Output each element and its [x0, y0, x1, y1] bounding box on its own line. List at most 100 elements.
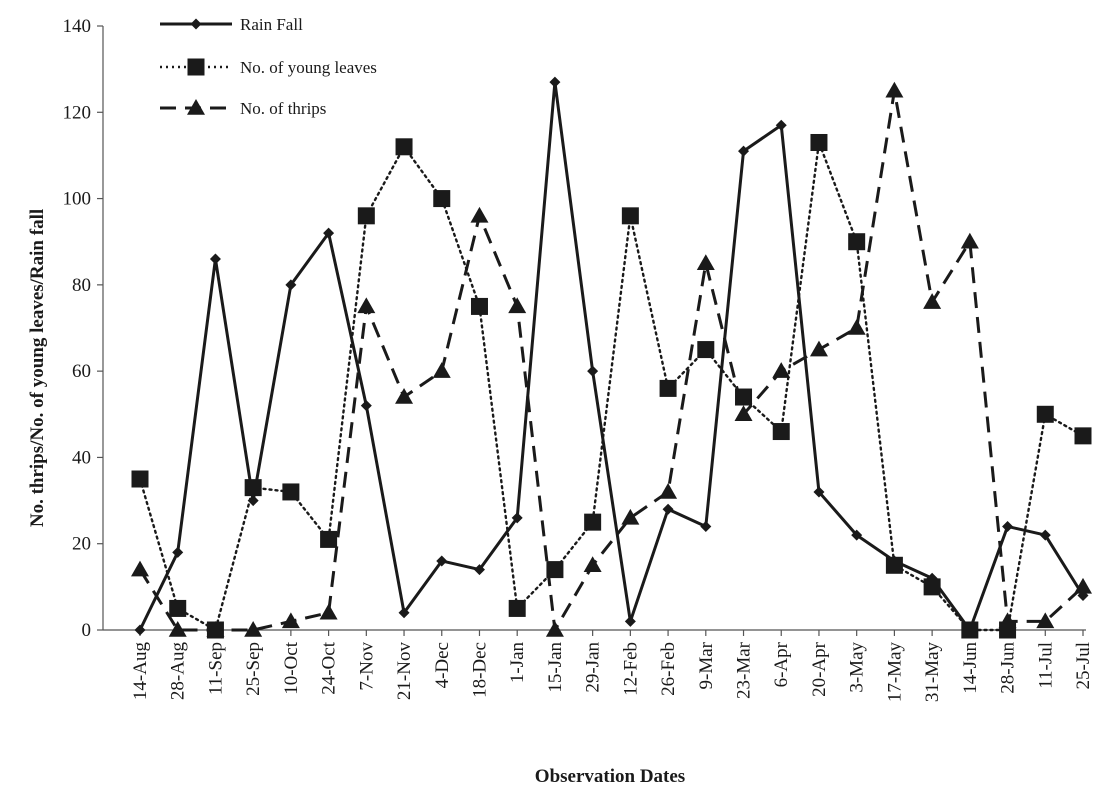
thrips-point	[1074, 577, 1092, 594]
thrips-point	[809, 340, 828, 357]
rain-fall-point	[473, 564, 485, 576]
y-axis-title: No. thrips/No. of young leaves/Rain fall	[27, 209, 48, 527]
x-tick-label: 9-Mar	[696, 641, 717, 689]
rain-fall-point	[436, 555, 448, 567]
thrips-point	[583, 556, 602, 573]
thrips-point	[432, 362, 451, 378]
x-tick-label: 26-Feb	[658, 642, 679, 696]
thrips-point	[1036, 612, 1055, 629]
x-axis-title: Observation Dates	[535, 766, 685, 787]
x-tick-label: 31-May	[922, 642, 943, 703]
series-rain-fall	[134, 76, 1089, 636]
x-tick-label: 17-May	[884, 642, 905, 703]
thrips-point	[281, 612, 300, 629]
rain-fall-point	[700, 520, 712, 532]
x-tick-label: 12-Feb	[620, 642, 641, 696]
thrips-point	[395, 388, 414, 404]
rain-fall-point	[624, 615, 636, 627]
young-leaves-point	[810, 133, 828, 151]
young-leaves-point	[584, 513, 602, 531]
thrips-point	[357, 297, 376, 314]
thrips-point	[168, 621, 187, 637]
young-leaves-point	[508, 599, 526, 617]
rain-fall-point	[285, 279, 297, 291]
legend-label: No. of young leaves	[240, 58, 377, 77]
x-tick-label: 18-Dec	[469, 642, 490, 698]
x-tick-label: 11-Sep	[205, 642, 226, 695]
young-leaves-point	[470, 297, 488, 315]
rain-fall-point	[209, 253, 221, 265]
x-tick-label: 25-Sep	[243, 642, 264, 696]
x-tick-label: 21-Nov	[394, 642, 415, 701]
thrips-point	[923, 293, 942, 309]
rain-fall-point	[813, 486, 825, 498]
young-leaves-point	[923, 578, 941, 596]
rain-fall-point	[775, 119, 787, 131]
rain-fall-point	[1002, 520, 1014, 532]
axes	[102, 26, 1086, 631]
x-tick-label: 15-Jan	[545, 642, 566, 693]
young-leaves-point	[131, 470, 149, 488]
x-tick-label: 24-Oct	[319, 641, 340, 694]
rain-fall-point	[587, 365, 599, 377]
series-line-no-of-young-leaves	[138, 141, 1085, 632]
y-tick-label: 80	[72, 275, 91, 296]
thrips-point	[244, 621, 263, 637]
thrips-point	[470, 206, 489, 223]
rain-fall-point	[738, 145, 750, 157]
young-leaves-point	[659, 379, 677, 397]
x-tick-label: 14-Jun	[960, 642, 981, 694]
y-axis-ticks: 0 20 40 60 80 100 120 140	[63, 16, 103, 641]
young-leaves-point	[621, 207, 639, 225]
rain-fall-point	[549, 76, 561, 88]
x-tick-label: 11-Jul	[1035, 642, 1056, 689]
legend-item-rain-fall: Rain Fall	[160, 15, 303, 34]
young-leaves-point	[433, 190, 451, 208]
x-tick-label: 7-Nov	[356, 642, 377, 691]
thrips-point	[734, 405, 753, 422]
young-leaves-point	[961, 621, 979, 639]
thrips-point	[696, 254, 715, 271]
rain-fall-point	[360, 400, 372, 412]
thrips-point	[508, 297, 527, 314]
y-tick-label: 0	[82, 620, 92, 641]
x-tick-label: 29-Jan	[583, 642, 604, 693]
thrips-point	[131, 560, 149, 577]
young-leaves-point	[697, 341, 715, 359]
series-no-of-young-leaves	[131, 133, 1092, 639]
young-leaves-point	[320, 530, 338, 548]
rain-fall-point	[134, 624, 146, 636]
y-tick-label: 140	[63, 16, 92, 37]
young-leaves-point	[395, 138, 413, 156]
x-tick-label: 14-Aug	[130, 642, 151, 701]
rain-fall-point	[851, 529, 863, 541]
young-leaves-point	[169, 599, 187, 617]
x-axis-ticks: 14-Aug 28-Aug 11-Sep 25-Sep 10-Oct 24-Oct 7-No…	[130, 630, 1094, 702]
thrips-point	[772, 362, 791, 378]
y-tick-label: 40	[72, 447, 91, 468]
thrips-point	[998, 612, 1017, 629]
young-leaves-point	[282, 483, 300, 501]
legend-item-no-of-thrips: No. of thrips	[160, 99, 326, 118]
young-leaves-point	[1074, 427, 1092, 445]
legend: Rain Fall No. of young leaves No. of thrip…	[160, 15, 377, 118]
thrips-point	[545, 621, 564, 637]
thrips-point	[621, 508, 640, 525]
series-layer	[131, 76, 1092, 639]
y-tick-label: 120	[63, 102, 92, 123]
x-tick-label: 28-Aug	[168, 642, 189, 701]
thrips-point	[206, 621, 225, 637]
series-no-of-thrips	[131, 81, 1092, 637]
x-tick-label: 6-Apr	[771, 641, 792, 687]
series-line-rain-fall	[138, 80, 1085, 632]
x-tick-label: 20-Apr	[809, 641, 830, 697]
series-line-no-of-thrips	[138, 89, 1085, 632]
rain-fall-point	[511, 512, 523, 524]
y-tick-label: 20	[72, 534, 91, 555]
rain-fall-point	[1039, 529, 1051, 541]
x-tick-label: 10-Oct	[281, 641, 302, 694]
legend-marker	[187, 58, 205, 76]
thrips-point	[960, 232, 979, 249]
young-leaves-point	[1036, 405, 1054, 423]
